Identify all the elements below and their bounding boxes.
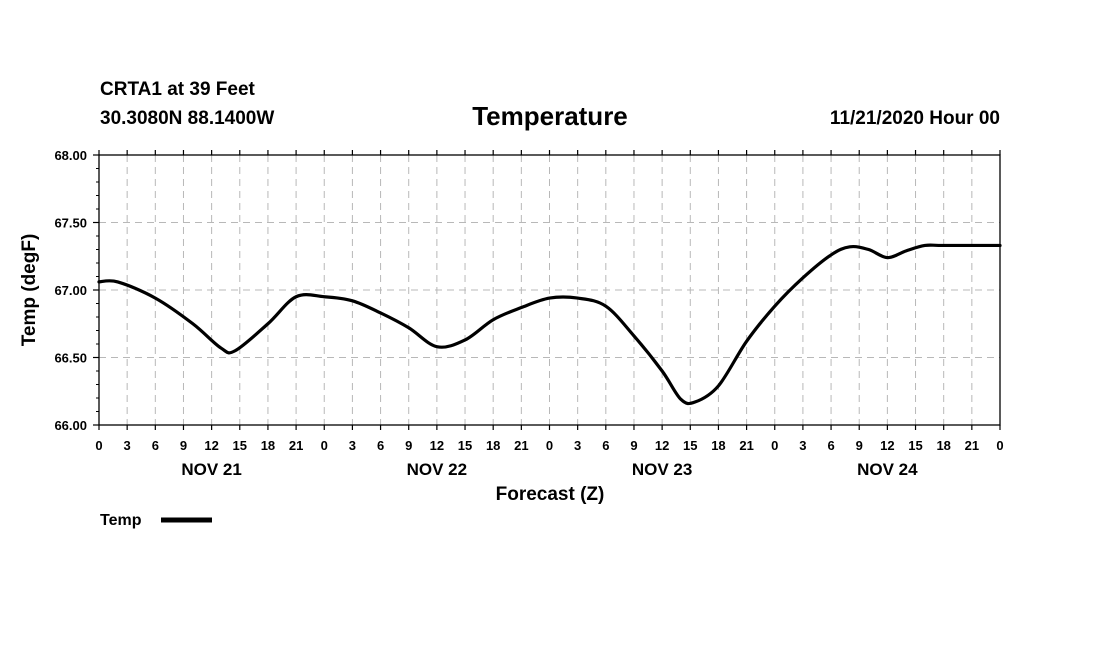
legend-label: Temp (100, 512, 142, 529)
chart-title: Temperature (472, 101, 628, 131)
x-tick-label: 0 (546, 438, 553, 453)
x-tick-label: 21 (965, 438, 979, 453)
day-label: NOV 23 (632, 460, 692, 479)
x-tick-label: 3 (799, 438, 806, 453)
location-label: 30.3080N 88.1400W (100, 108, 274, 129)
x-tick-label: 21 (289, 438, 303, 453)
x-tick-label: 12 (880, 438, 894, 453)
x-tick-label: 9 (856, 438, 863, 453)
x-tick-label: 3 (124, 438, 131, 453)
plot-frame (98, 154, 1001, 426)
x-tick-label: 6 (827, 438, 834, 453)
x-tick-label: 12 (204, 438, 218, 453)
x-tick-label: 6 (602, 438, 609, 453)
x-tick-label: 18 (711, 438, 725, 453)
x-tick-label: 3 (349, 438, 356, 453)
x-tick-label: 9 (405, 438, 412, 453)
x-tick-label: 9 (630, 438, 637, 453)
day-labels: NOV 21 NOV 22 NOV 23 NOV 24 (181, 460, 918, 479)
y-tick-label: 67.50 (54, 216, 87, 231)
x-tick-label: 0 (95, 438, 102, 453)
x-tick-label: 21 (514, 438, 528, 453)
x-tick-label: 12 (430, 438, 444, 453)
temp-series-line (97, 243, 1002, 406)
x-tick-label: 6 (152, 438, 159, 453)
x-tick-label: 15 (458, 438, 472, 453)
x-tick-label: 6 (377, 438, 384, 453)
day-label: NOV 21 (181, 460, 241, 479)
x-axis-title: Forecast (Z) (496, 484, 605, 505)
x-tick-label: 18 (261, 438, 275, 453)
y-tick-label: 66.50 (54, 351, 87, 366)
grid (99, 155, 1000, 425)
day-label: NOV 22 (407, 460, 467, 479)
y-tick-label: 68.00 (54, 148, 87, 163)
x-tick-label: 15 (233, 438, 247, 453)
x-tick-label: 0 (771, 438, 778, 453)
x-tick-label: 18 (486, 438, 500, 453)
x-tick-label: 15 (683, 438, 697, 453)
x-tick-label: 0 (321, 438, 328, 453)
y-tick-label: 66.00 (54, 418, 87, 433)
y-tick-labels: 66.00 66.50 67.00 67.50 68.00 (54, 148, 87, 433)
x-tick-label: 0 (996, 438, 1003, 453)
x-tick-label: 9 (180, 438, 187, 453)
x-tick-label: 3 (574, 438, 581, 453)
day-label: NOV 24 (857, 460, 918, 479)
x-tick-label: 18 (936, 438, 950, 453)
x-tick-label: 12 (655, 438, 669, 453)
x-tick-label: 21 (739, 438, 753, 453)
y-axis-title: Temp (degF) (19, 234, 40, 347)
legend: Temp (100, 512, 212, 529)
x-tick-label: 15 (908, 438, 922, 453)
station-label: CRTA1 at 39 Feet (100, 79, 256, 100)
x-tick-labels: 0 3 6 9 12 15 18 21 0 3 6 9 12 15 18 21 0 3 6 9 12 15 18 21 0 3 6 9… (95, 438, 1003, 453)
y-tick-label: 67.00 (54, 283, 87, 298)
axis-ticks (93, 150, 1001, 430)
run-time-label: 11/21/2020 Hour 00 (830, 108, 1000, 129)
